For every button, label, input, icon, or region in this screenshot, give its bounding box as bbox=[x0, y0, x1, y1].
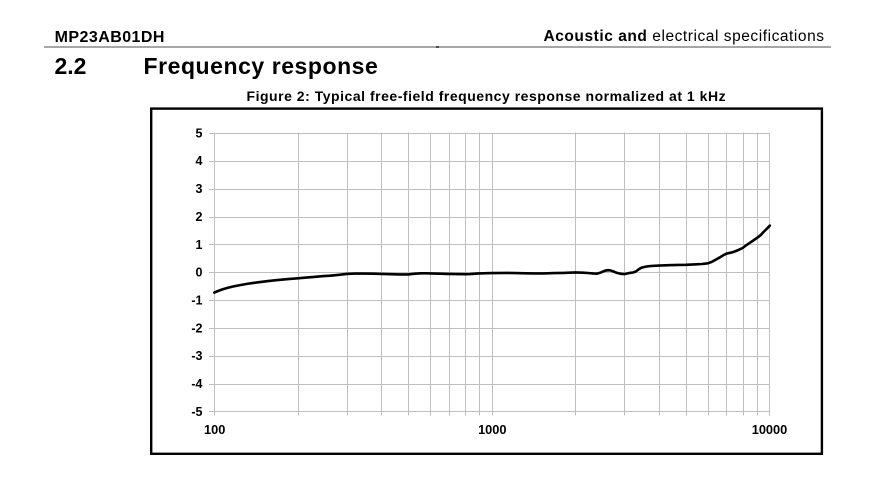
svg-text:-2: -2 bbox=[191, 321, 202, 335]
svg-text:10000: 10000 bbox=[752, 422, 788, 437]
svg-text:1: 1 bbox=[196, 238, 203, 252]
svg-text:-5: -5 bbox=[191, 405, 202, 419]
svg-text:2: 2 bbox=[196, 210, 203, 224]
svg-text:5: 5 bbox=[196, 126, 203, 140]
svg-text:1000: 1000 bbox=[478, 422, 506, 437]
svg-text:4: 4 bbox=[196, 154, 203, 168]
svg-text:-1: -1 bbox=[191, 293, 202, 307]
svg-text:0: 0 bbox=[196, 266, 203, 280]
svg-text:100: 100 bbox=[204, 422, 225, 437]
svg-text:-3: -3 bbox=[191, 349, 202, 363]
svg-text:-4: -4 bbox=[191, 377, 202, 391]
svg-text:3: 3 bbox=[196, 182, 203, 196]
